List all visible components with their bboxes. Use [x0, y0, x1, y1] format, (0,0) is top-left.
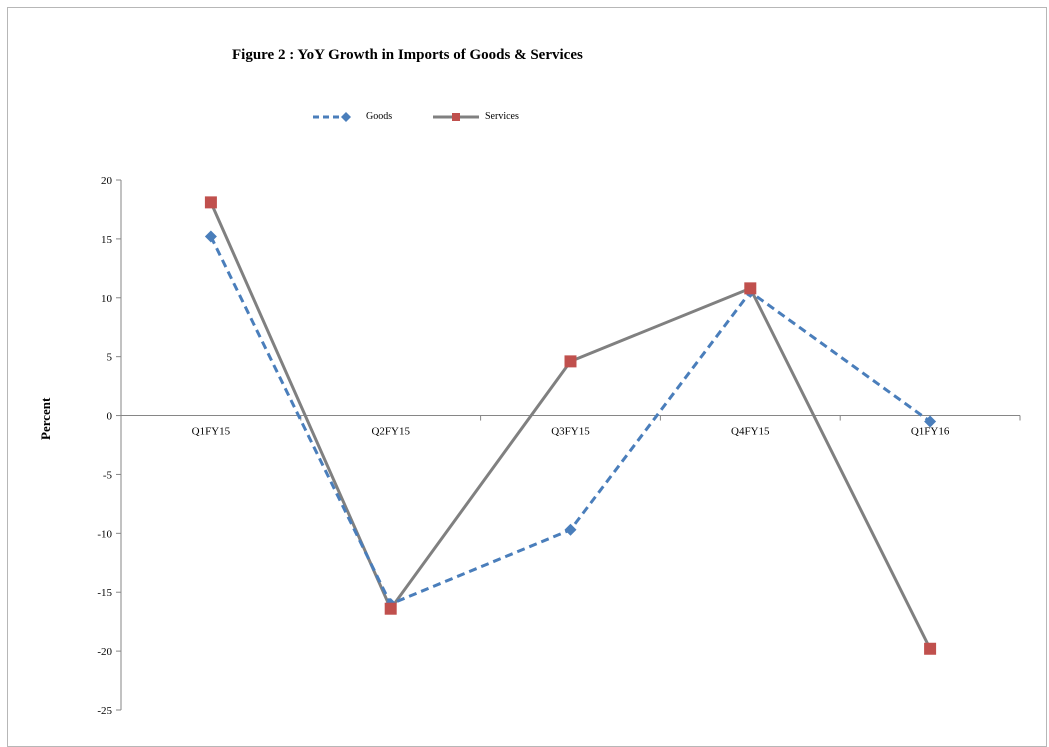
legend-services-marker — [452, 113, 460, 121]
legend-goods-label: Goods — [366, 111, 393, 122]
services-point — [924, 642, 937, 655]
legend-swatches — [313, 112, 479, 122]
goods-point — [204, 230, 217, 243]
y-tick-label: 10 — [101, 293, 113, 305]
y-tick-label: -10 — [97, 528, 112, 540]
y-axis-label: Percent — [38, 397, 53, 440]
y-tick-label: -5 — [103, 469, 113, 481]
y-tick-label: 5 — [107, 352, 113, 364]
legend: Goods Services — [0, 108, 1049, 128]
y-tick-label: -25 — [97, 705, 112, 717]
x-category-label: Q1FY15 — [192, 426, 231, 438]
x-category-label: Q2FY15 — [371, 426, 410, 438]
y-tick-label: 15 — [101, 234, 113, 246]
y-tick-label: 20 — [101, 175, 113, 187]
goods-point — [564, 523, 577, 536]
series-line-goods — [209, 235, 931, 606]
services-point — [204, 196, 217, 209]
x-category-label: Q3FY15 — [551, 426, 590, 438]
x-category-label: Q4FY15 — [731, 426, 770, 438]
goods-point — [924, 415, 937, 428]
chart-frame — [7, 7, 1047, 747]
services-point — [744, 282, 757, 295]
y-tick-label: 0 — [107, 411, 113, 423]
chart-title: Figure 2 : YoY Growth in Imports of Good… — [232, 47, 583, 63]
legend-services-label: Services — [485, 111, 519, 122]
services-point — [384, 602, 397, 615]
services-point — [564, 355, 577, 368]
x-category-label: Q1FY16 — [911, 426, 950, 438]
legend-goods-marker — [341, 112, 351, 122]
y-tick-label: -15 — [97, 587, 112, 599]
y-tick-label: -20 — [97, 646, 112, 658]
